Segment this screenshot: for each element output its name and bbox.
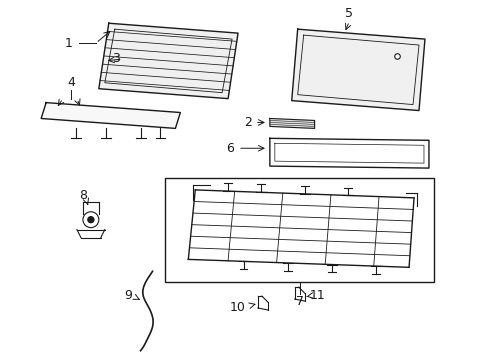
Text: 6: 6 xyxy=(225,142,234,155)
Text: 7: 7 xyxy=(295,294,303,307)
Text: 3: 3 xyxy=(112,53,120,66)
Text: 8: 8 xyxy=(79,189,87,202)
Text: 2: 2 xyxy=(244,116,251,129)
Polygon shape xyxy=(41,103,180,129)
Text: 1: 1 xyxy=(65,37,73,50)
Text: 5: 5 xyxy=(345,7,353,20)
Polygon shape xyxy=(291,29,424,111)
Text: 10: 10 xyxy=(230,301,245,314)
Text: 9: 9 xyxy=(124,289,132,302)
Text: 11: 11 xyxy=(309,289,325,302)
Text: 4: 4 xyxy=(67,76,75,89)
Polygon shape xyxy=(269,118,314,129)
Bar xyxy=(165,178,433,282)
Circle shape xyxy=(88,217,94,223)
Polygon shape xyxy=(99,23,238,99)
